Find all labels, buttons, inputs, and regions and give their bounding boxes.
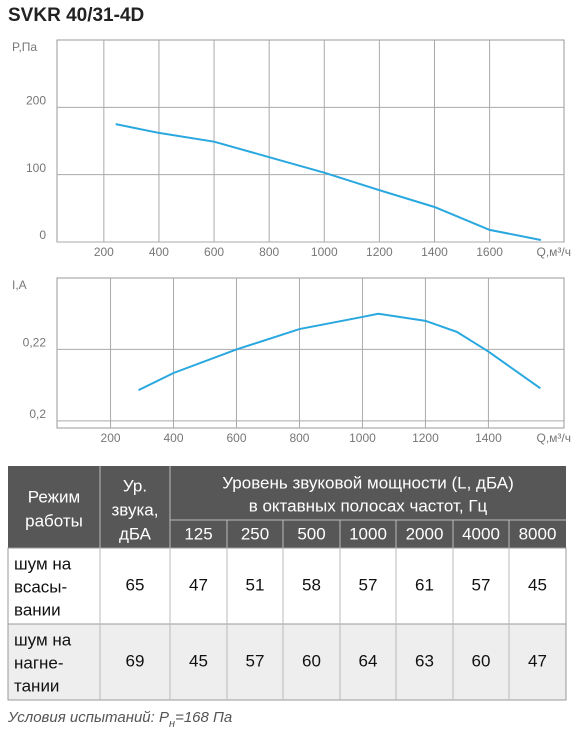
header-cell: звука, <box>112 500 159 519</box>
cell-value: 47 <box>189 575 208 594</box>
title: SVKR 40/31-4D <box>8 5 144 26</box>
cell-value: 63 <box>415 651 434 670</box>
x-tick-label: 1000 <box>311 245 338 259</box>
header-cell: работы <box>25 511 83 530</box>
y-tick-label: 0,22 <box>23 336 47 350</box>
x-tick-label: 1000 <box>349 431 376 445</box>
cell-value: 45 <box>528 575 547 594</box>
footer-text: Условия испытаний: P <box>7 709 169 726</box>
y-axis-label: P,Па <box>12 40 37 54</box>
table-header-bg <box>8 466 566 548</box>
row-label: шум на <box>14 630 72 649</box>
header-cell: дБА <box>119 524 152 543</box>
row-bg <box>7 623 567 701</box>
row-label: тании <box>14 676 59 695</box>
header-cell: 1000 <box>349 524 387 543</box>
cell-value: 65 <box>126 575 145 594</box>
cell-value: 51 <box>246 575 265 594</box>
cell-value: 57 <box>359 575 378 594</box>
row-label: шум на <box>14 554 72 573</box>
x-tick-label: 1600 <box>476 245 503 259</box>
x-tick-label: 800 <box>259 245 279 259</box>
x-tick-label: 600 <box>226 431 246 445</box>
cell-value: 69 <box>126 651 145 670</box>
header-cell: 125 <box>184 524 212 543</box>
cell-value: 45 <box>189 651 208 670</box>
x-tick-label: 400 <box>149 245 169 259</box>
cell-value: 60 <box>472 651 491 670</box>
x-tick-label: 1400 <box>421 245 448 259</box>
header-cell: 2000 <box>406 524 444 543</box>
cell-value: 60 <box>302 651 321 670</box>
cell-value: 57 <box>472 575 491 594</box>
header-cell: 250 <box>241 524 269 543</box>
footer-subscript: н <box>169 718 175 730</box>
row-label: нагне- <box>14 653 64 672</box>
y-tick-label: 0 <box>39 228 46 242</box>
row-label: всасы- <box>14 577 67 596</box>
header-cell: 8000 <box>519 524 557 543</box>
cell-value: 64 <box>359 651 378 670</box>
header-cell: 500 <box>297 524 325 543</box>
y-axis-label: I,A <box>12 278 27 292</box>
cell-value: 57 <box>246 651 265 670</box>
x-tick-label: 800 <box>289 431 309 445</box>
header-cell: 4000 <box>462 524 500 543</box>
header-cell: Режим <box>28 487 80 506</box>
x-tick-label: 1200 <box>412 431 439 445</box>
cell-value: 58 <box>302 575 321 594</box>
x-axis-label: Q,м³/ч <box>537 245 572 259</box>
x-tick-label: 400 <box>163 431 183 445</box>
cell-value: 61 <box>415 575 434 594</box>
x-axis-label: Q,м³/ч <box>537 431 572 445</box>
plot-area <box>56 277 565 429</box>
x-tick-label: 1400 <box>475 431 502 445</box>
header-cell: в октавных полосах частот, Гц <box>249 496 488 515</box>
y-tick-label: 100 <box>26 161 46 175</box>
curve <box>115 123 542 241</box>
x-tick-label: 200 <box>101 431 121 445</box>
header-cell: Уровень звуковой мощности (L, дБА) <box>222 473 514 492</box>
footer: Условия испытаний: Pн=168 Па <box>7 709 232 730</box>
cell-value: 47 <box>528 651 547 670</box>
header-cell: Ур. <box>123 476 147 495</box>
x-tick-label: 200 <box>94 245 114 259</box>
plot-area <box>56 39 565 243</box>
footer-rest: =168 Па <box>175 709 232 726</box>
y-tick-label: 0,2 <box>29 407 46 421</box>
row-label: вании <box>14 600 61 619</box>
curve <box>138 312 541 392</box>
y-tick-label: 200 <box>26 94 46 108</box>
x-tick-label: 600 <box>204 245 224 259</box>
x-tick-label: 1200 <box>366 245 393 259</box>
